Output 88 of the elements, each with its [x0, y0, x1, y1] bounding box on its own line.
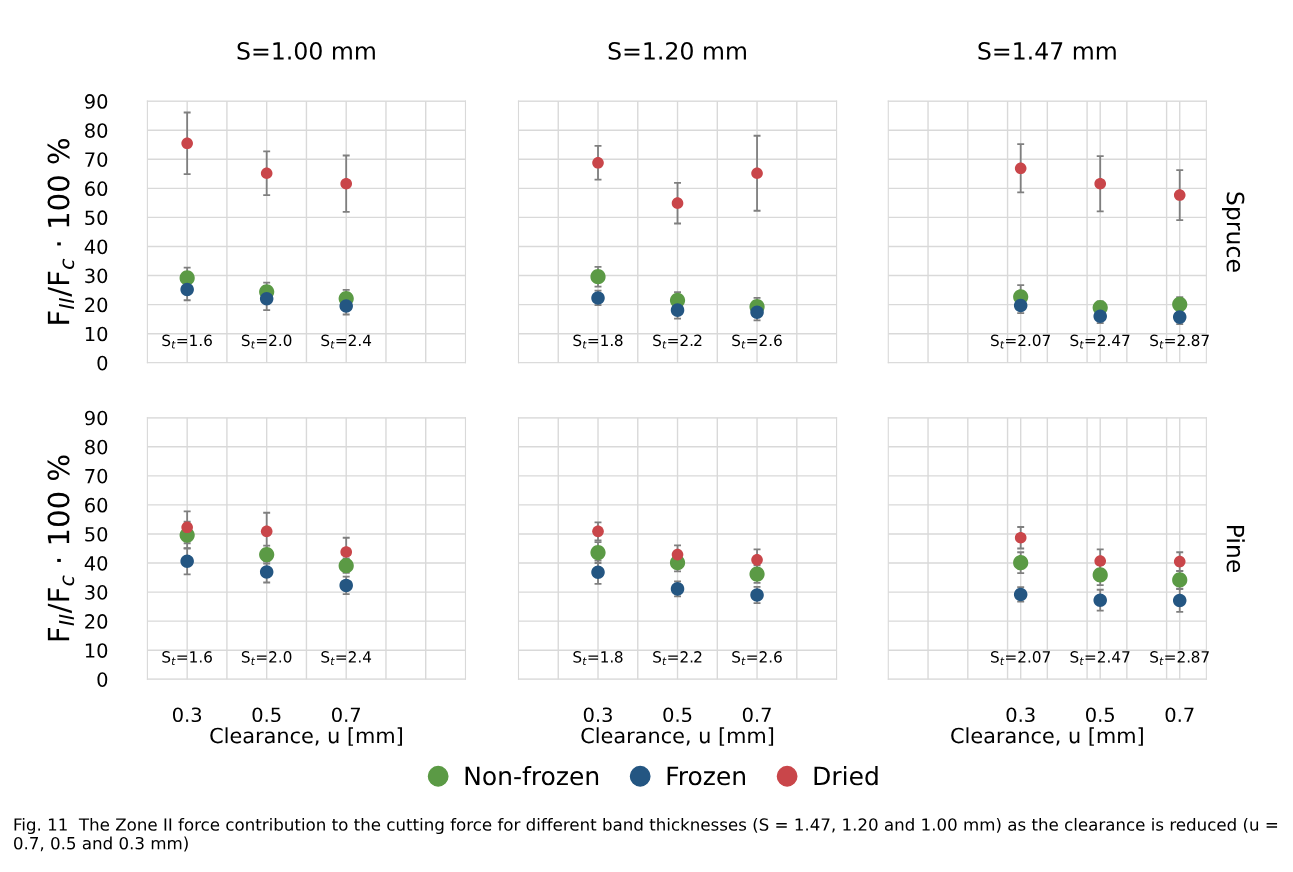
- point: [592, 525, 604, 538]
- annotation: S$_{t}$=2.87: [1150, 334, 1209, 349]
- point: [180, 554, 194, 569]
- point: [1173, 555, 1186, 568]
- y-tick-label: 20: [85, 614, 108, 629]
- y-tick-label: 90: [84, 94, 108, 109]
- y2-axis-title: Spruce: [1221, 192, 1245, 272]
- point: [259, 565, 274, 579]
- y-tick-label: 10: [85, 643, 108, 658]
- x-tick-label: 0.5: [1086, 707, 1114, 723]
- annotation: S$_{t}$=2.2: [653, 334, 702, 349]
- y-axis-title: F$_{II}$/F$_{c}$ · 100 %: [47, 455, 75, 641]
- annotation: S$_{t}$=2.6: [732, 334, 782, 349]
- annotation: S$_{t}$=2.6: [732, 651, 782, 665]
- point: [179, 270, 195, 286]
- x-tick-label: 0.7: [332, 707, 360, 723]
- x-tick-label: 0.3: [1006, 707, 1035, 723]
- point: [260, 167, 273, 180]
- annotation: S$_{t}$=2.47: [1070, 651, 1130, 665]
- annotation: S$_{t}$=2.07: [990, 334, 1050, 349]
- y-tick-label: 60: [85, 181, 108, 197]
- y-tick-label: 90: [84, 410, 108, 426]
- chart-title: S=1.20 mm: [608, 41, 746, 60]
- y-tick-label: 10: [85, 326, 108, 342]
- y2-axis-title: Pine: [1226, 525, 1245, 573]
- point: [590, 269, 606, 285]
- point: [670, 582, 685, 596]
- point: [340, 546, 353, 558]
- annotation: S$_{t}$=2.0: [241, 651, 292, 665]
- point: [1094, 177, 1107, 190]
- annotation: S$_{t}$=2.07: [990, 651, 1050, 665]
- point: [751, 167, 763, 180]
- legend-label: Dried: [814, 766, 878, 786]
- annotation: S$_{t}$=1.8: [573, 651, 623, 665]
- y-tick-label: 0: [97, 672, 108, 687]
- y-tick-label: 30: [85, 268, 108, 284]
- y-tick-label: 40: [84, 239, 108, 255]
- x-axis-title: Clearance, u [mm]: [210, 727, 402, 746]
- annotation: S$_{t}$=2.87: [1150, 651, 1209, 665]
- legend-label: Non-frozen: [465, 766, 599, 786]
- point: [181, 137, 193, 150]
- point: [1093, 593, 1107, 607]
- point: [1172, 593, 1187, 608]
- x-tick-label: 0.3: [583, 707, 612, 723]
- x-tick-label: 0.5: [252, 707, 281, 723]
- x-tick-label: 0.5: [663, 707, 692, 723]
- y-tick-label: 30: [85, 585, 108, 600]
- point: [592, 156, 604, 169]
- point: [1092, 567, 1108, 583]
- y-tick-label: 50: [85, 210, 108, 226]
- point: [1013, 555, 1029, 571]
- annotation: S$_{t}$=2.4: [321, 651, 372, 665]
- point: [260, 525, 273, 538]
- x-axis-title: Clearance, u [mm]: [951, 727, 1143, 746]
- caption: Fig. 11 The Zone II force contribution to the cutting force for different band thicknesses (S = 1.47, 1.20 and 1.00 mm) as the clearance is reduced (u = 0.7, 0.5 and 0.3 mm): [14, 817, 1278, 852]
- point: [180, 282, 194, 297]
- x-tick-label: 0.3: [172, 707, 202, 723]
- point: [1173, 189, 1186, 201]
- annotation: S$_{t}$=1.6: [162, 651, 212, 665]
- y-tick-label: 40: [84, 555, 108, 571]
- legend-label: Frozen: [667, 766, 745, 786]
- annotation: S$_{t}$=2.2: [653, 651, 702, 665]
- y-tick-label: 60: [85, 497, 108, 513]
- annotation: S$_{t}$=2.0: [241, 334, 292, 349]
- x-tick-label: 0.7: [742, 707, 771, 723]
- point: [671, 197, 684, 209]
- point: [591, 565, 605, 580]
- y-tick-label: 70: [85, 152, 108, 167]
- x-axis-title: Clearance, u [mm]: [581, 727, 774, 746]
- y-tick-label: 70: [85, 468, 108, 484]
- point: [1014, 162, 1027, 175]
- y-axis-title: F$_{II}$/F$_{c}$ · 100 %: [47, 138, 75, 324]
- y-tick-label: 20: [85, 297, 108, 313]
- annotation: S$_{t}$=2.47: [1070, 334, 1130, 349]
- chart-title: S=1.47 mm: [978, 41, 1116, 60]
- point: [1014, 531, 1027, 544]
- point: [340, 177, 353, 190]
- annotation: S$_{t}$=1.6: [162, 334, 212, 349]
- chart-title: S=1.00 mm: [237, 41, 375, 60]
- point: [259, 292, 274, 306]
- annotation: S$_{t}$=1.8: [573, 334, 623, 349]
- point: [1093, 309, 1107, 324]
- y-tick-label: 80: [85, 439, 108, 455]
- x-tick-label: 0.7: [1165, 707, 1194, 723]
- y-tick-label: 0: [97, 355, 108, 371]
- y-tick-label: 50: [85, 526, 108, 542]
- y-tick-label: 80: [85, 123, 108, 138]
- annotation: S$_{t}$=2.4: [321, 334, 372, 349]
